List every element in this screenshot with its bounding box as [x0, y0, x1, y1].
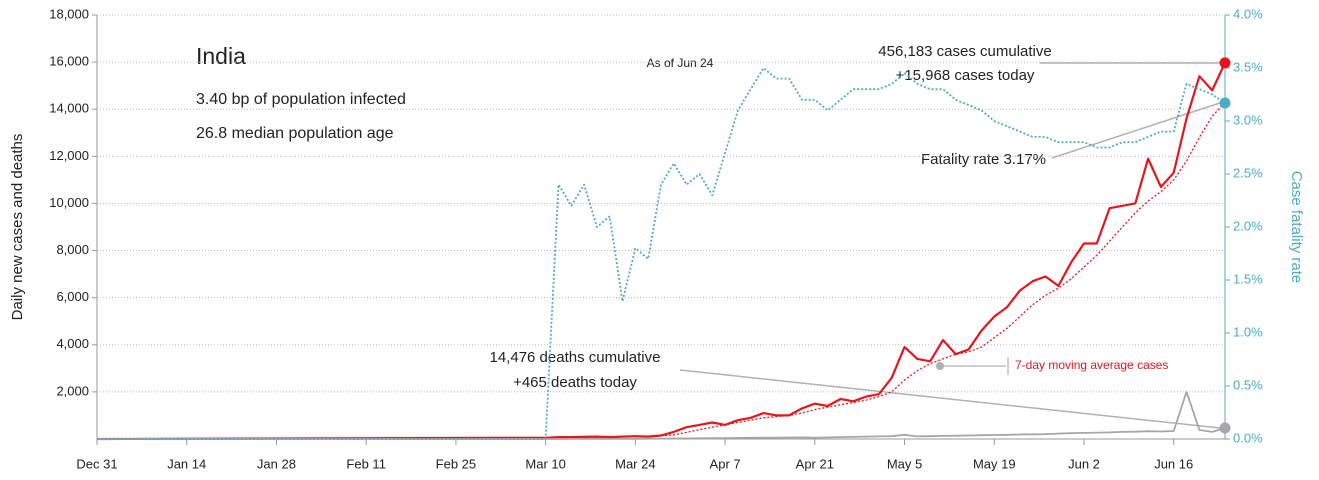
y2-tick-label: 2.5% — [1233, 165, 1263, 180]
x-tick-label: Dec 31 — [76, 456, 117, 471]
y-tick-label: 6,000 — [56, 289, 89, 304]
x-tick-label: Apr 7 — [710, 456, 741, 471]
y2-tick-label: 0.5% — [1233, 377, 1263, 392]
end-point — [1219, 97, 1231, 109]
y-tick-label: 18,000 — [49, 6, 89, 21]
y-axis-title: Daily new cases and deaths — [9, 134, 26, 321]
annotation: +15,968 cases today — [896, 67, 1035, 84]
x-tick-label: Apr 21 — [796, 456, 834, 471]
annotation: As of Jun 24 — [647, 56, 714, 70]
y-tick-label: 2,000 — [56, 383, 89, 398]
annotation: 14,476 deaths cumulative — [490, 349, 661, 366]
annotation: 456,183 cases cumulative — [878, 43, 1051, 60]
chart-title: India — [196, 43, 246, 69]
x-tick-label: Jan 28 — [257, 456, 296, 471]
annotation: 26.8 median population age — [196, 125, 394, 142]
series-line — [97, 390, 1226, 440]
y2-tick-label: 3.0% — [1233, 112, 1263, 127]
y-tick-label: 14,000 — [49, 101, 89, 116]
x-tick-label: May 5 — [887, 456, 922, 471]
y2-tick-label: 0.0% — [1233, 430, 1263, 445]
end-point — [1219, 422, 1231, 434]
x-tick-label: Jun 2 — [1068, 456, 1100, 471]
end-point — [1219, 57, 1231, 69]
y-tick-label: 12,000 — [49, 148, 89, 163]
x-tick-label: May 19 — [973, 456, 1016, 471]
annotation: Fatality rate 3.17% — [921, 151, 1046, 168]
x-tick-label: Feb 11 — [346, 456, 386, 471]
x-tick-label: Mar 24 — [615, 456, 655, 471]
y2-tick-label: 3.5% — [1233, 59, 1263, 74]
series-line — [96, 62, 1226, 441]
y-tick-label: 16,000 — [49, 54, 89, 69]
x-tick-label: Mar 10 — [525, 456, 565, 471]
x-tick-label: Jun 16 — [1154, 456, 1193, 471]
y2-tick-label: 4.0% — [1233, 6, 1263, 21]
leader-line — [1051, 102, 1221, 159]
leader-line — [679, 369, 1221, 429]
series-line — [96, 101, 1226, 440]
y2-axis-title: Case fatality rate — [1288, 171, 1305, 284]
y-tick-label: 8,000 — [56, 242, 89, 257]
y-tick-label: 4,000 — [56, 336, 89, 351]
annotation: +465 deaths today — [513, 374, 637, 391]
x-tick-label: Feb 25 — [436, 456, 476, 471]
y-tick-label: 10,000 — [49, 195, 89, 210]
series-line — [97, 67, 1226, 440]
annotation: 3.40 bp of population infected — [196, 91, 406, 108]
y2-tick-label: 1.5% — [1233, 271, 1263, 286]
x-tick-label: Jan 14 — [167, 456, 206, 471]
leader-dot — [936, 362, 944, 370]
y2-tick-label: 2.0% — [1233, 218, 1263, 233]
annotation: 7-day moving average cases — [1015, 358, 1168, 372]
y2-tick-label: 1.0% — [1233, 324, 1263, 339]
